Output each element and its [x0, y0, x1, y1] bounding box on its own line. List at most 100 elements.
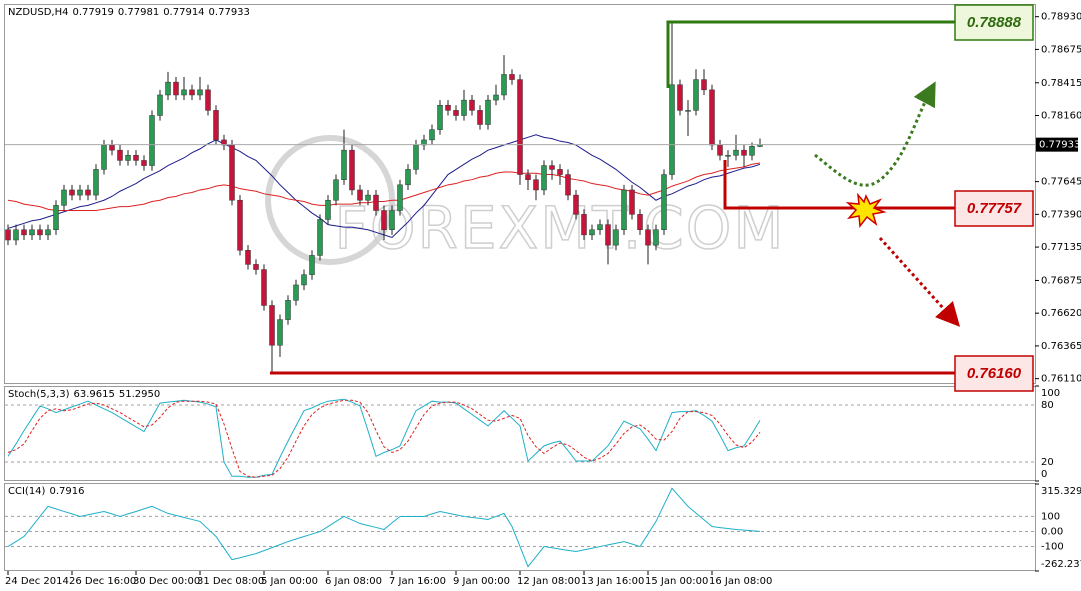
candle-body [653, 229, 659, 246]
candle-body [133, 155, 139, 161]
cci-panel [4, 483, 1036, 571]
candle-body [117, 149, 123, 161]
stoch-panel [4, 386, 1036, 481]
candle-body [533, 179, 539, 191]
candle-body [629, 189, 635, 215]
panel-title: CCI(14) [8, 486, 46, 497]
candle-body [253, 264, 259, 270]
candle-body [501, 74, 507, 96]
candle-body [677, 84, 683, 111]
candle-body [245, 250, 251, 265]
y-tick-label: 0.78415 [1041, 78, 1081, 89]
panel-header: Stoch(5,3,3) 63.9615 51.2950 [8, 389, 160, 400]
candle-body [621, 189, 627, 230]
candle-body [269, 305, 275, 346]
y-tick-label: -262.2378 [1041, 559, 1081, 570]
x-tick-label: 9 Jan 00:00 [453, 576, 510, 587]
candle-body [645, 229, 651, 246]
candle-body [229, 144, 235, 201]
candle-body [725, 155, 731, 157]
chart-header: NZDUSD,H4 0.77919 0.77981 0.77914 0.77933 [8, 7, 250, 18]
candle-body [613, 229, 619, 246]
panel-header: CCI(14) 0.7916 [8, 486, 84, 497]
y-tick-label: 100 [1041, 388, 1060, 399]
candle-body [5, 229, 11, 241]
candle-body [493, 94, 499, 101]
y-tick-label: 20 [1041, 457, 1054, 468]
annotation: 0.76160 [967, 365, 1022, 382]
candle-body [453, 110, 459, 116]
candle-body [285, 300, 291, 320]
y-tick-label: -100 [1041, 542, 1064, 553]
candle-body [693, 79, 699, 111]
candle-body [213, 110, 219, 141]
candle-body [45, 229, 51, 236]
candle-body [397, 184, 403, 211]
candle-body [333, 179, 339, 201]
candle-body [373, 194, 379, 211]
x-tick-label: 26 Dec 16:00 [69, 576, 136, 587]
y-tick-label: 0.77645 [1041, 177, 1081, 188]
candle-body [525, 174, 531, 180]
y-tick-label: 0.78675 [1041, 44, 1081, 55]
last-price-box [1036, 137, 1078, 152]
candle-body [549, 165, 555, 170]
candle-body [381, 210, 387, 230]
annotation-box [954, 4, 1034, 41]
candle-body [109, 144, 115, 151]
last-price-label: 0.77933 [1039, 140, 1080, 151]
candle-body [461, 99, 467, 116]
x-tick-label: 24 Dec 2014 [5, 576, 69, 587]
candle-body [165, 81, 171, 96]
candle-body [21, 229, 27, 236]
candle-body [717, 144, 723, 156]
candle-body [325, 199, 331, 220]
candle-body [317, 219, 323, 256]
y-tick-label: 0 [1041, 469, 1047, 480]
candle-body [669, 84, 675, 175]
candle-body [301, 274, 307, 286]
candle-body [149, 115, 155, 166]
breakout-star [845, 192, 887, 228]
candle-body [605, 224, 611, 246]
candle-body [277, 319, 283, 346]
candle-body [661, 174, 667, 230]
open-readout: 0.77919 [72, 7, 113, 18]
y-tick-label: 315.3299 [1041, 486, 1081, 497]
candle-body [357, 189, 363, 201]
candle-body [173, 81, 179, 96]
candle-body [293, 284, 299, 301]
candle-body [29, 229, 35, 236]
candle-body [189, 89, 195, 96]
candle-body [541, 165, 547, 191]
low-readout: 0.77914 [163, 7, 204, 18]
candle-body [77, 189, 83, 196]
y-tick-label: 80 [1041, 400, 1054, 411]
candle-body [437, 104, 443, 130]
candle-body [181, 89, 187, 96]
x-tick-label: 30 Dec 00:00 [133, 576, 200, 587]
y-tick-label: 0.76365 [1041, 341, 1081, 352]
panel-readout: 51.2950 [119, 389, 160, 400]
candle-body [389, 210, 395, 230]
candle-body [141, 160, 147, 166]
candle-body [37, 229, 43, 236]
chart-title: NZDUSD,H4 [8, 7, 68, 18]
watermark-group: FOREXMT.COM [265, 135, 784, 265]
x-tick-label: 6 Jan 08:00 [325, 576, 382, 587]
candle-body [445, 104, 451, 111]
candle-body [125, 155, 131, 161]
panel-readout: 63.9615 [73, 389, 114, 400]
y-tick-label: 0.78160 [1041, 111, 1081, 122]
candle-body [365, 194, 371, 201]
candle-body [429, 129, 435, 141]
candle-body [733, 149, 739, 156]
candle-body [349, 149, 355, 191]
candle-body [637, 214, 643, 230]
candle-body [205, 89, 211, 111]
candle-body [573, 194, 579, 215]
candle-body [741, 149, 747, 156]
y-tick-label: 0.76620 [1041, 308, 1081, 319]
